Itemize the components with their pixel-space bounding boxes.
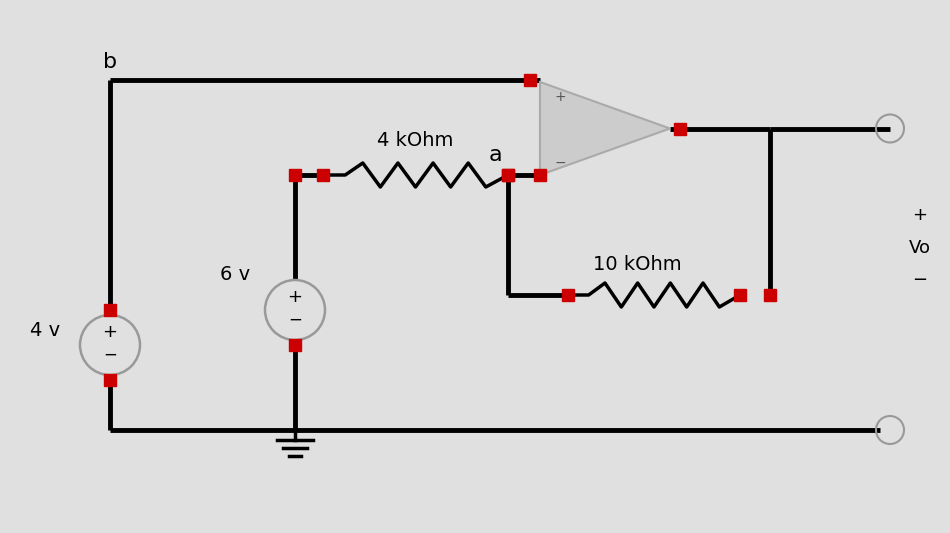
Text: a: a: [488, 145, 502, 165]
Text: 4 v: 4 v: [30, 320, 60, 340]
Text: b: b: [103, 52, 117, 72]
Text: −: −: [912, 271, 927, 289]
Text: +: +: [288, 288, 302, 306]
Text: 6 v: 6 v: [220, 265, 250, 285]
Polygon shape: [540, 82, 670, 175]
Text: 4 kOhm: 4 kOhm: [377, 131, 453, 149]
Text: −: −: [103, 345, 117, 364]
Text: −: −: [554, 156, 566, 170]
Text: 10 kOhm: 10 kOhm: [593, 255, 681, 274]
Text: +: +: [554, 90, 566, 104]
Text: +: +: [913, 206, 927, 224]
Text: −: −: [288, 311, 302, 329]
Text: +: +: [103, 324, 118, 342]
Text: Vo: Vo: [909, 239, 931, 257]
